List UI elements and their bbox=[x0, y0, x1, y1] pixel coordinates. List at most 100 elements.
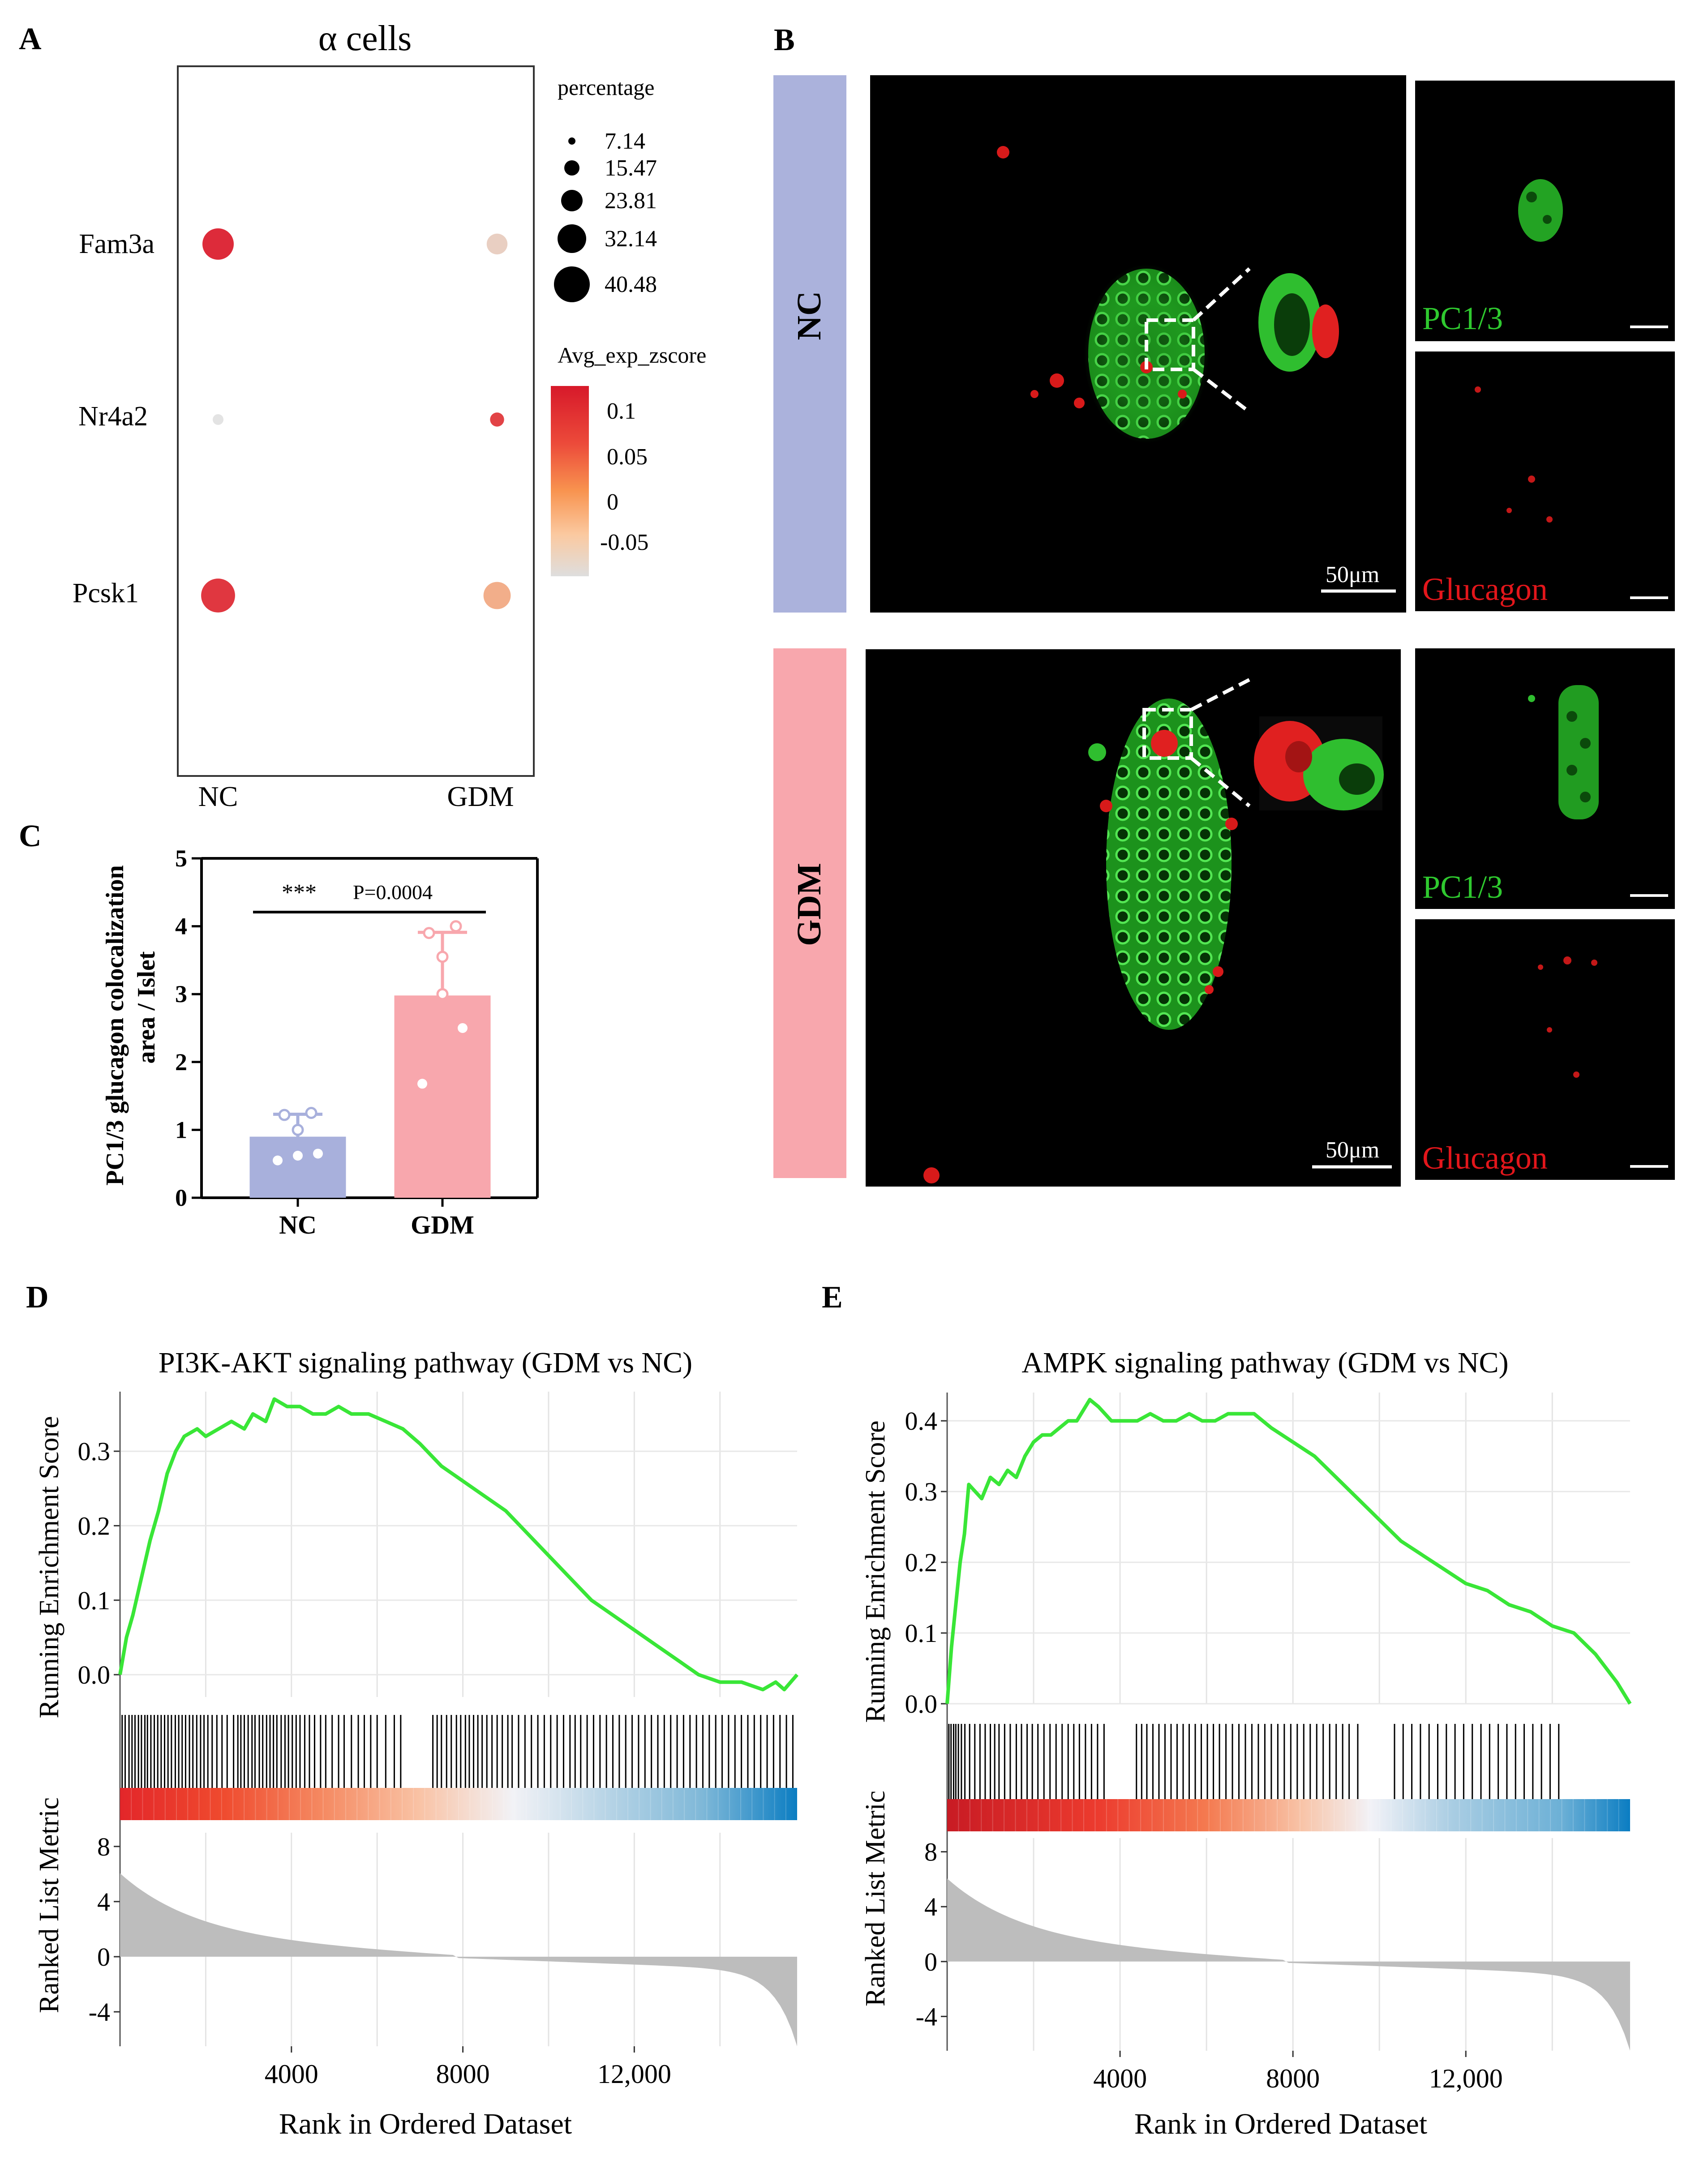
gene-label: Fam3a bbox=[79, 229, 154, 259]
y-tick-label: 5 bbox=[175, 845, 187, 872]
significance-stars: *** bbox=[282, 880, 317, 905]
y-tick-label: 0.3 bbox=[905, 1477, 938, 1506]
ranked-metric-area bbox=[120, 1873, 797, 2046]
data-point bbox=[278, 1109, 291, 1121]
data-point bbox=[450, 920, 462, 933]
expression-dot bbox=[490, 412, 504, 427]
nc-pc13-stain bbox=[1518, 179, 1563, 242]
y-tick-label: 0 bbox=[97, 1942, 110, 1971]
es-axis-title: Running Enrichment Score bbox=[860, 1421, 891, 1723]
row-label-nc: NC bbox=[790, 291, 828, 340]
group-label-nc: NC bbox=[198, 780, 238, 812]
gdm-pc13-stain bbox=[1528, 685, 1599, 819]
data-point bbox=[436, 951, 449, 963]
ranked-metric-area bbox=[947, 1878, 1630, 2051]
y-tick-label: 4 bbox=[924, 1892, 937, 1921]
group-labels: NC GDM bbox=[198, 780, 514, 812]
size-legend-label: 40.48 bbox=[605, 272, 657, 297]
x-tick-label: 8000 bbox=[436, 2059, 490, 2089]
size-legend-dot bbox=[554, 266, 590, 302]
y-tick-label: 0.0 bbox=[78, 1660, 111, 1689]
p-value: P=0.0004 bbox=[353, 881, 433, 904]
panel-letter: D bbox=[26, 1280, 49, 1315]
y-tick-label: 2 bbox=[175, 1049, 187, 1076]
data-point bbox=[292, 1123, 304, 1136]
nc-zoom-inset bbox=[1254, 260, 1346, 403]
panel-b: B NC 50μm bbox=[773, 23, 1675, 1187]
rank-heat-bar bbox=[947, 1799, 1630, 1831]
x-tick-label: 8000 bbox=[1266, 2064, 1320, 2093]
panel-letter: C bbox=[19, 819, 42, 853]
y-tick-label: 8 bbox=[924, 1838, 937, 1867]
dot-layer bbox=[201, 228, 511, 613]
expression-dot bbox=[201, 579, 235, 613]
data-point bbox=[436, 988, 449, 1000]
y-tick-label: 0.0 bbox=[905, 1689, 938, 1719]
y-tick-label: -4 bbox=[89, 1997, 110, 2027]
y-tick-label: 8 bbox=[97, 1832, 110, 1861]
color-legend-label: 0.1 bbox=[607, 399, 636, 424]
metric-axis-title: Ranked List Metric bbox=[34, 1797, 64, 2013]
enrichment-curve bbox=[118, 1397, 799, 1692]
y-tick-label: 0.2 bbox=[905, 1548, 938, 1577]
row-label-nc-band bbox=[773, 75, 846, 613]
data-point bbox=[423, 927, 435, 939]
y-tick-label: 4 bbox=[175, 913, 187, 940]
expression-dot bbox=[213, 414, 223, 425]
enrichment-curve bbox=[945, 1397, 1632, 1705]
panel-letter: A bbox=[19, 22, 42, 56]
size-legend-dot bbox=[558, 224, 586, 253]
panel-d: D PI3K-AKT signaling pathway (GDM vs NC)… bbox=[26, 1280, 799, 2140]
gdm-islet-stain bbox=[923, 699, 1238, 1183]
size-legend: 7.14 15.47 23.81 32.14 40.48 bbox=[554, 129, 657, 302]
y-tick-label: 0.2 bbox=[78, 1511, 111, 1540]
gdm-glucagon-stain bbox=[1538, 956, 1597, 1078]
data-point bbox=[293, 1151, 303, 1161]
nc-islet-stain bbox=[997, 146, 1209, 443]
gene-label: Pcsk1 bbox=[73, 578, 139, 609]
y-tick-label: 0.1 bbox=[78, 1586, 111, 1615]
bar bbox=[249, 1136, 346, 1198]
y-tick-label: 0.4 bbox=[905, 1406, 938, 1436]
panel-letter: E bbox=[822, 1280, 843, 1315]
row-label-gdm: GDM bbox=[790, 863, 828, 946]
expression-dot bbox=[486, 233, 508, 255]
nc-glucagon-stain bbox=[1475, 386, 1553, 523]
y-tick-label: 3 bbox=[175, 981, 187, 1007]
expression-dot bbox=[483, 582, 511, 609]
size-legend-label: 32.14 bbox=[605, 226, 657, 252]
size-legend-label: 15.47 bbox=[605, 155, 657, 181]
data-point bbox=[417, 1079, 427, 1089]
data-point bbox=[313, 1149, 323, 1159]
zoom-line bbox=[1192, 267, 1251, 321]
gsea-title: PI3K-AKT signaling pathway (GDM vs NC) bbox=[159, 1346, 692, 1379]
gsea-marks: 0.0 0.1 0.2 0.3 8 4 0 -4 4000 8000 12,000 bbox=[78, 1392, 799, 2089]
x-axis-title: Rank in Ordered Dataset bbox=[1134, 2108, 1427, 2140]
row-label-gdm-band bbox=[773, 648, 846, 1178]
color-legend-bar bbox=[551, 386, 589, 576]
data-point bbox=[458, 1023, 468, 1033]
data-point bbox=[273, 1155, 283, 1166]
color-legend-label: -0.05 bbox=[600, 530, 648, 555]
gsea-marks: 0.0 0.1 0.2 0.3 0.4 8 4 0 -4 4000 8000 12,000 bbox=[905, 1393, 1632, 2093]
zoom-line bbox=[1190, 756, 1251, 808]
x-tick-label: 12,000 bbox=[597, 2059, 671, 2089]
channel-label-green: PC1/3 bbox=[1422, 300, 1503, 336]
x-axis-title: Rank in Ordered Dataset bbox=[279, 2108, 572, 2140]
x-tick-label: 4000 bbox=[265, 2059, 318, 2089]
x-tick-label: 12,000 bbox=[1429, 2064, 1503, 2093]
y-tick-label: 0.1 bbox=[905, 1619, 938, 1648]
size-legend-title: percentage bbox=[558, 75, 655, 100]
panel-a-title: α cells bbox=[318, 19, 412, 58]
channel-label-green: PC1/3 bbox=[1422, 869, 1503, 905]
size-legend-dot bbox=[568, 137, 575, 145]
zoom-line bbox=[1190, 678, 1250, 711]
gdm-zoom-inset bbox=[1254, 716, 1384, 810]
panel-c: C PC1/3 glucagon colocalization area / I… bbox=[19, 819, 539, 1239]
x-tick-label: 4000 bbox=[1093, 2064, 1147, 2093]
gene-label: Nr4a2 bbox=[78, 401, 148, 432]
size-legend-dot bbox=[564, 160, 579, 176]
es-axis-title: Running Enrichment Score bbox=[34, 1416, 64, 1719]
gdm-glucagon-image bbox=[1415, 919, 1675, 1180]
